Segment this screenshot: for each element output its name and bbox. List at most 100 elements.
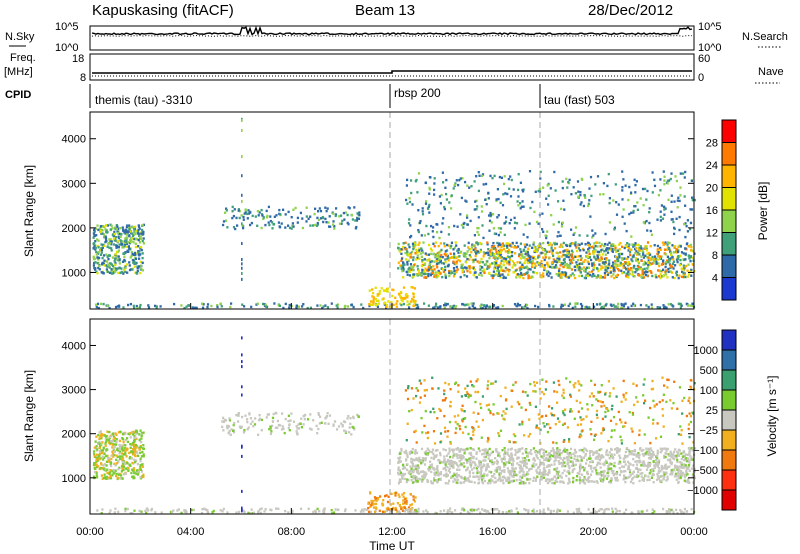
echo-cell	[547, 182, 550, 186]
echo-cell	[537, 471, 540, 475]
echo-cell	[428, 186, 431, 190]
echo-cell	[271, 221, 274, 224]
echo-cell	[376, 299, 379, 303]
echo-cell	[569, 262, 572, 265]
echo-cell	[444, 276, 447, 279]
echo-cell	[637, 451, 640, 455]
echo-cell	[406, 300, 409, 303]
echo-cell	[107, 438, 110, 441]
echo-cell	[375, 304, 378, 307]
echo-cell	[664, 253, 667, 256]
echo-cell	[442, 262, 446, 265]
echo-cell	[443, 207, 446, 211]
echo-cell	[559, 480, 562, 484]
echo-cell	[477, 475, 480, 478]
echo-cell	[479, 307, 482, 310]
echo-cell	[100, 271, 103, 274]
echo-cell	[125, 455, 128, 458]
echo-cell	[417, 230, 420, 234]
echo-cell	[434, 305, 437, 308]
echo-cell	[595, 471, 598, 475]
echo-cell	[450, 194, 453, 197]
echo-cell	[529, 255, 532, 259]
echo-cell	[534, 479, 537, 482]
echo-cell	[185, 305, 188, 308]
echo-cell	[507, 273, 510, 276]
echo-cell	[141, 433, 144, 436]
echo-cell	[119, 472, 122, 476]
echo-cell	[662, 205, 666, 208]
echo-cell	[552, 258, 555, 261]
echo-cell	[633, 264, 636, 268]
echo-cell	[499, 269, 502, 272]
echo-cell	[623, 474, 626, 477]
echo-cell	[113, 230, 116, 234]
echo-cell	[612, 464, 616, 468]
echo-cell	[249, 422, 252, 426]
echo-cell	[667, 258, 670, 261]
echo-cell	[485, 304, 488, 307]
echo-cell	[486, 449, 489, 452]
echo-cell	[682, 275, 685, 279]
echo-cell	[486, 482, 489, 485]
echo-cell	[131, 450, 134, 453]
echo-cell	[290, 227, 293, 230]
echo-cell	[420, 470, 423, 474]
echo-cell	[402, 242, 405, 245]
echo-cell	[401, 477, 404, 480]
echo-cell	[575, 302, 578, 305]
echo-cell	[583, 269, 586, 272]
echo-cell	[439, 451, 442, 455]
echo-cell	[128, 457, 131, 460]
echo-cell	[103, 244, 106, 247]
echo-cell	[219, 509, 222, 512]
echo-cell	[132, 258, 135, 262]
echo-cell	[676, 460, 679, 464]
echo-cell	[569, 243, 572, 246]
echo-cell	[250, 508, 253, 511]
echo-cell	[627, 276, 630, 279]
echo-cell	[427, 304, 430, 307]
echo-cell	[662, 467, 665, 470]
echo-cell	[427, 468, 430, 471]
echo-cell	[432, 265, 435, 268]
echo-cell	[131, 226, 134, 229]
echo-cell	[628, 263, 631, 266]
echo-cell	[254, 215, 257, 218]
echo-cell	[618, 269, 621, 272]
echo-cell	[424, 181, 427, 185]
echo-cell	[634, 242, 637, 245]
echo-cell	[104, 477, 107, 480]
echo-cell	[264, 508, 267, 511]
echo-cell	[257, 214, 260, 217]
echo-cell	[678, 215, 681, 219]
echo-cell	[241, 242, 243, 245]
echo-cell	[262, 302, 265, 306]
echo-cell	[251, 512, 254, 515]
echo-cell	[568, 479, 571, 482]
echo-cell	[637, 261, 640, 265]
echo-cell	[604, 232, 607, 236]
echo-cell	[521, 188, 524, 192]
echo-cell	[520, 273, 523, 277]
echo-cell	[646, 252, 649, 255]
echo-cell	[436, 306, 440, 309]
echo-cell	[412, 304, 415, 308]
echo-cell	[563, 303, 566, 306]
echo-cell	[426, 259, 430, 262]
echo-cell	[498, 466, 502, 469]
echo-cell	[672, 251, 676, 254]
echo-cell	[686, 480, 689, 484]
echo-cell	[105, 268, 108, 271]
echo-cell	[397, 246, 400, 250]
echo-cell	[429, 460, 432, 463]
echo-cell	[109, 228, 112, 231]
echo-cell	[132, 448, 135, 451]
echo-cell	[631, 259, 634, 263]
echo-cell	[668, 179, 671, 182]
echo-cell	[409, 472, 412, 476]
echo-cell	[676, 450, 679, 454]
freq-label-line1: Freq.	[10, 52, 36, 64]
echo-cell	[433, 454, 436, 458]
echo-cell	[252, 511, 256, 514]
